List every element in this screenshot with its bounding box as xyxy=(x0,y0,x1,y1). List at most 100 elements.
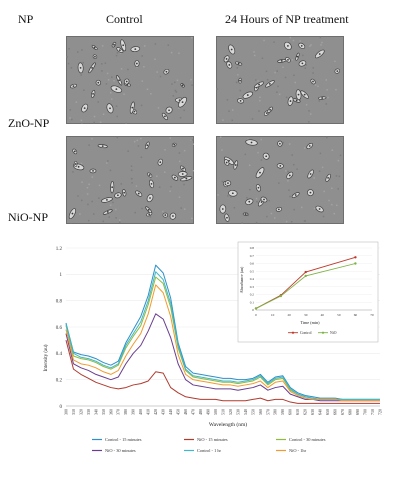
inset-x-tick-label: 60 xyxy=(354,313,358,317)
inset-x-tick-label: 30 xyxy=(304,313,308,317)
x-tick-label: 390 xyxy=(131,409,136,415)
inset-y-tick-label: 0.1 xyxy=(250,300,255,304)
inset-series-line xyxy=(255,263,356,309)
x-tick-label: 400 xyxy=(138,409,143,415)
inset-y-tick-label: 0.3 xyxy=(250,285,255,289)
y-axis-label: Intensity (au) xyxy=(44,344,49,371)
x-tick-label: 700 xyxy=(362,409,367,415)
inset-y-tick-label: 0.6 xyxy=(250,262,255,266)
x-tick-label: 420 xyxy=(153,409,158,415)
x-tick-label: 600 xyxy=(288,409,293,415)
x-tick-label: 540 xyxy=(243,409,248,415)
spectrum-chart: 00.20.40.60.811.2 300 310 320 330 340 350 360 3… xyxy=(44,241,382,453)
x-tick-label: 660 xyxy=(333,409,338,415)
x-tick-label: 330 xyxy=(86,409,91,415)
y-tick-label: 0.6 xyxy=(56,326,63,331)
x-tick-label: 580 xyxy=(273,409,278,415)
column-header-treatment: 24 Hours of NP treatment xyxy=(225,12,349,26)
x-tick-label: 350 xyxy=(101,409,106,415)
series-line xyxy=(65,313,380,402)
x-tick-label: 460 xyxy=(183,409,188,415)
inset-legend-swatch xyxy=(321,331,325,334)
x-tick-label: 570 xyxy=(265,409,270,415)
x-tick-label: 560 xyxy=(258,409,263,415)
legend-label: Control - 1 hr xyxy=(197,448,222,453)
series-line xyxy=(65,284,380,402)
inset-x-axis-label: Time (min) xyxy=(300,320,320,325)
x-tick-label: 690 xyxy=(355,409,360,415)
inset-y-tick-label: 0.5 xyxy=(250,269,255,273)
y-tick-label: 1 xyxy=(60,273,63,278)
x-tick-label: 680 xyxy=(348,409,353,415)
x-tick-label: 620 xyxy=(303,409,308,415)
x-tick-label: 370 xyxy=(116,409,121,415)
x-tick-label: 470 xyxy=(191,409,196,415)
x-tick-label: 640 xyxy=(318,409,323,415)
legend-label: NiO - 15 minutes xyxy=(197,437,228,442)
series-line xyxy=(65,340,380,404)
row-label-nio: NiO-NP xyxy=(8,210,49,224)
legend-label: Control - 15 minutes xyxy=(105,437,142,442)
x-tick-label: 670 xyxy=(340,409,345,415)
inset-data-point xyxy=(304,270,307,274)
inset-legend-swatch xyxy=(291,331,295,334)
y-tick-label: 0 xyxy=(60,405,63,410)
x-tick-label: 520 xyxy=(228,409,233,415)
y-tick-label: 0.4 xyxy=(56,352,63,357)
inset-legend-label: NiO xyxy=(330,331,337,335)
inset-y-tick-label: 0.8 xyxy=(250,246,255,250)
inset-y-tick-label: 0.7 xyxy=(250,254,255,258)
series-line xyxy=(65,264,380,400)
x-tick-label: 720 xyxy=(377,409,382,415)
micrograph-zno-control xyxy=(66,36,194,124)
x-tick-label: 510 xyxy=(220,409,225,415)
inset-chart: 0 0.1 0.2 0.3 0.4 0.5 0.6 0.7 0.8 0 10 20 30 40 50 60 7… xyxy=(237,241,379,343)
x-tick-label: 360 xyxy=(108,409,113,415)
legend-label: NiO - 30 minutes xyxy=(105,448,136,453)
x-tick-label: 490 xyxy=(205,409,210,415)
row-label-zno: ZnO-NP xyxy=(8,116,50,130)
np-header: NP xyxy=(18,12,34,26)
x-tick-label: 530 xyxy=(235,409,240,415)
x-tick-label: 320 xyxy=(78,409,83,415)
legend-label: NiO - 1hr xyxy=(289,448,307,453)
x-tick-label: 310 xyxy=(71,409,76,415)
y-tick-label: 0.8 xyxy=(56,299,63,304)
x-tick-label: 650 xyxy=(325,409,330,415)
x-tick-label: 380 xyxy=(123,409,128,415)
inset-legend-label: Control xyxy=(300,331,312,335)
legend-label: Control - 30 minutes xyxy=(289,437,326,442)
inset-y-axis-label: Absorbance (au) xyxy=(239,266,244,293)
micrograph-zno-treated xyxy=(216,36,344,124)
x-tick-label: 340 xyxy=(93,409,98,415)
inset-y-tick-label: 0.4 xyxy=(250,277,255,281)
x-tick-label: 710 xyxy=(370,409,375,415)
x-axis-label: Wavelength (nm) xyxy=(209,421,247,428)
inset-data-point xyxy=(279,294,283,298)
inset-data-point xyxy=(304,274,307,278)
x-tick-label: 590 xyxy=(280,409,285,415)
x-tick-label: 300 xyxy=(63,409,68,415)
x-tick-label: 450 xyxy=(176,409,181,415)
inset-x-tick-label: 40 xyxy=(321,313,325,317)
inset-y-tick-label: 0 xyxy=(252,308,254,312)
column-header-control: Control xyxy=(106,12,143,26)
y-tick-label: 0.2 xyxy=(56,378,63,383)
inset-x-tick-label: 50 xyxy=(337,313,341,317)
inset-x-tick-label: 20 xyxy=(287,313,291,317)
inset-data-point xyxy=(354,262,357,265)
x-tick-label: 550 xyxy=(250,409,255,415)
inset-data-point xyxy=(354,256,357,259)
inset-y-tick-label: 0.2 xyxy=(250,293,255,297)
inset-data-point xyxy=(254,307,258,310)
x-tick-label: 500 xyxy=(213,409,218,415)
inset-x-tick-label: 0 xyxy=(255,313,257,317)
x-tick-label: 630 xyxy=(310,409,315,415)
x-tick-label: 410 xyxy=(146,409,151,415)
micrograph-nio-treated xyxy=(216,136,344,224)
x-tick-label: 480 xyxy=(198,409,203,415)
inset-x-tick-label: 10 xyxy=(271,313,275,317)
x-tick-label: 440 xyxy=(168,409,173,415)
inset-x-tick-label: 70 xyxy=(370,313,374,317)
x-tick-label: 610 xyxy=(295,409,300,415)
